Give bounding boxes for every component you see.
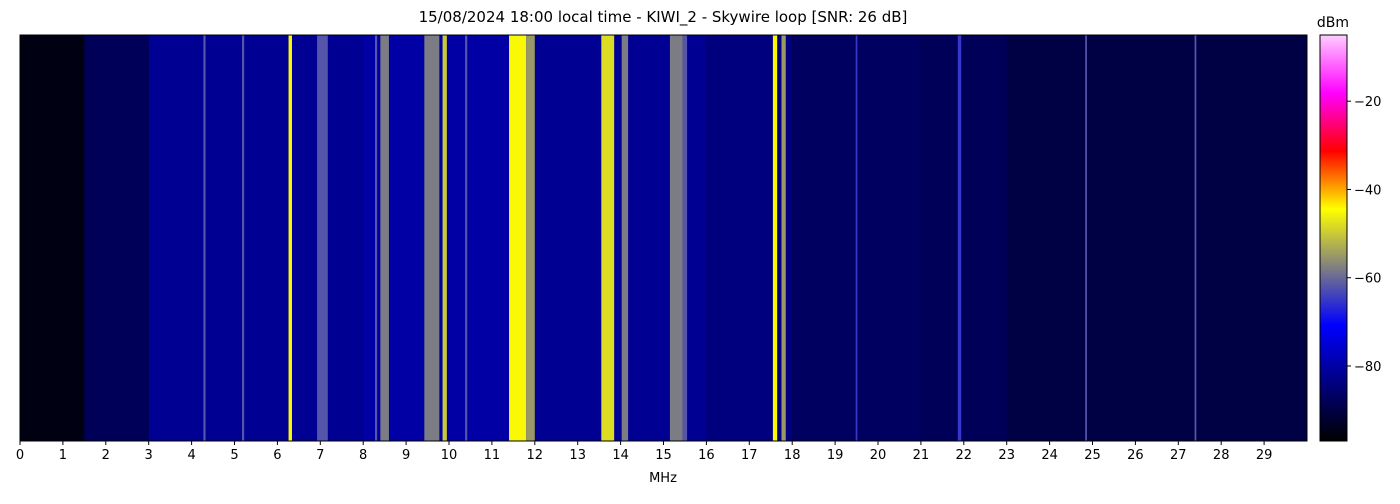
x-tick-label: 28 — [1213, 448, 1230, 463]
x-tick-label: 6 — [273, 448, 281, 463]
x-tick-label: 27 — [1170, 448, 1187, 463]
x-tick-label: 15 — [655, 448, 672, 463]
signal-band — [203, 35, 206, 441]
signal-band — [526, 35, 535, 441]
x-tick-label: 23 — [998, 448, 1015, 463]
x-tick-label: 24 — [1041, 448, 1058, 463]
x-tick-label: 14 — [612, 448, 629, 463]
signal-band — [957, 35, 962, 441]
signal-band — [242, 35, 245, 441]
x-tick-label: 18 — [784, 448, 801, 463]
x-tick-label: 7 — [316, 448, 324, 463]
signal-band — [465, 35, 468, 441]
x-tick-label: 9 — [402, 448, 410, 463]
x-tick-label: 17 — [741, 448, 758, 463]
colorbar-tick-label: −80 — [1354, 360, 1381, 375]
signal-band — [84, 35, 149, 441]
signal-band — [288, 35, 292, 441]
signal-band — [601, 35, 615, 441]
x-tick-label: 25 — [1084, 448, 1101, 463]
signal-band — [442, 35, 447, 441]
colorbar — [1319, 34, 1348, 442]
colorbar-tick-label: −20 — [1354, 95, 1381, 110]
colorbar-label: dBm — [1317, 15, 1349, 31]
colorbar-tick-label: −40 — [1354, 183, 1381, 198]
signal-band — [682, 35, 688, 441]
signal-band — [424, 35, 440, 441]
x-tick-label: 26 — [1127, 448, 1144, 463]
x-tick-label: 20 — [870, 448, 887, 463]
signal-band — [509, 35, 527, 441]
x-tick-label: 5 — [230, 448, 238, 463]
x-tick-label: 4 — [187, 448, 195, 463]
x-tick-label: 13 — [569, 448, 586, 463]
signal-band — [1085, 35, 1087, 441]
x-tick-label: 3 — [145, 448, 153, 463]
signal-band — [772, 35, 778, 441]
x-tick-label: 21 — [913, 448, 930, 463]
signal-band — [374, 35, 378, 441]
signal-band — [781, 35, 786, 441]
x-tick-label: 8 — [359, 448, 367, 463]
signal-band — [363, 35, 535, 441]
x-tick-label: 16 — [698, 448, 715, 463]
x-axis-label: MHz — [649, 471, 677, 486]
signal-band — [317, 35, 328, 441]
x-tick-label: 2 — [102, 448, 110, 463]
x-tick-label: 19 — [827, 448, 844, 463]
signal-band — [706, 35, 793, 441]
signal-band — [669, 35, 683, 441]
signal-band — [1194, 35, 1197, 441]
x-tick-label: 0 — [16, 448, 24, 463]
signal-band — [621, 35, 629, 441]
x-tick-label: 12 — [527, 448, 544, 463]
chart-title: 15/08/2024 18:00 local time - KIWI_2 - S… — [419, 8, 908, 27]
x-tick-label: 29 — [1256, 448, 1273, 463]
x-tick-label: 11 — [484, 448, 501, 463]
x-tick-label: 1 — [59, 448, 67, 463]
signal-band — [380, 35, 389, 441]
signal-band — [1006, 35, 1307, 441]
signal-band — [855, 35, 858, 441]
x-tick-label: 22 — [956, 448, 973, 463]
colorbar-tick-label: −60 — [1354, 272, 1381, 287]
x-tick-label: 10 — [441, 448, 458, 463]
signal-band — [148, 35, 364, 441]
signal-band — [20, 35, 85, 441]
